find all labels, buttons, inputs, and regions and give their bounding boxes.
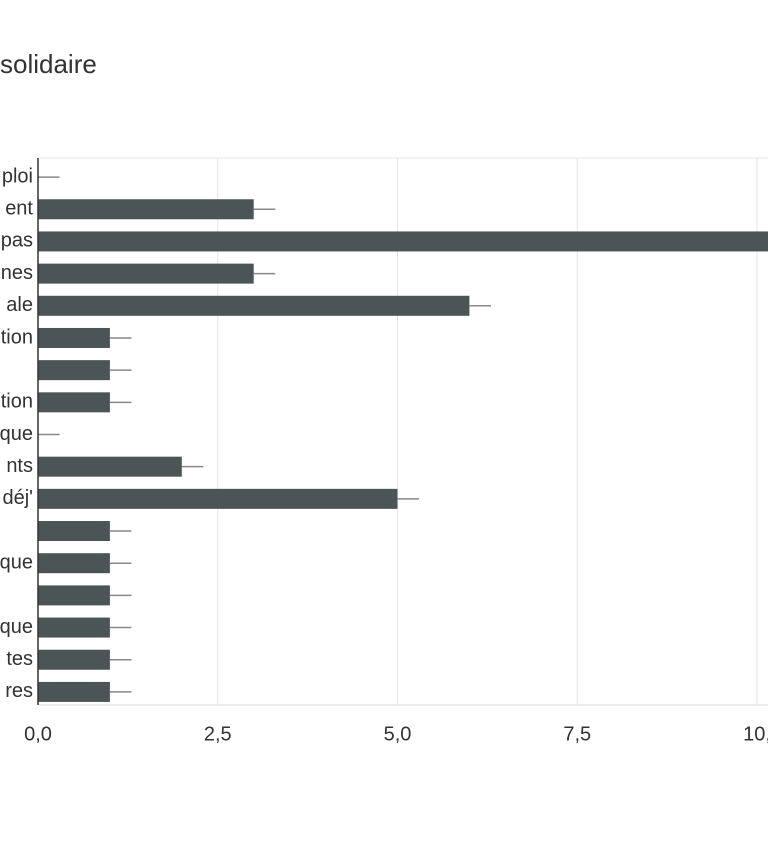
- y-tick-label: tion: [1, 391, 33, 413]
- x-tick-label: 5,0: [384, 723, 412, 745]
- y-tick-label: que: [0, 551, 33, 573]
- bar: [38, 360, 110, 381]
- bar: [38, 392, 110, 413]
- y-tick-label: nts: [6, 455, 33, 477]
- x-tick-label: 0,0: [24, 723, 52, 745]
- x-tick-label: 2,5: [204, 723, 232, 745]
- y-tick-label: ploi: [2, 165, 33, 187]
- bar: [38, 585, 110, 606]
- y-tick-label: que: [0, 616, 33, 638]
- bar: [38, 456, 182, 477]
- y-tick-label: nes: [1, 262, 33, 284]
- bar: [38, 681, 110, 702]
- bar: [38, 553, 110, 574]
- bar: [38, 617, 110, 638]
- chart-title: solidaire: [0, 49, 97, 79]
- x-tick-label: 10,: [743, 723, 768, 745]
- bar: [38, 263, 254, 284]
- y-tick-label: ent: [5, 198, 33, 220]
- bar: [38, 521, 110, 542]
- bar: [38, 199, 254, 220]
- bar: [38, 295, 470, 316]
- bar: [38, 649, 110, 670]
- y-tick-label: que: [0, 423, 33, 445]
- bar: [38, 327, 110, 348]
- y-tick-label: pas: [1, 230, 33, 252]
- y-tick-label: ale: [6, 294, 33, 316]
- bar: [38, 488, 398, 509]
- y-tick-label: tes: [6, 648, 33, 670]
- bar: [38, 231, 768, 252]
- x-tick-label: 7,5: [563, 723, 591, 745]
- y-tick-label: déj': [2, 487, 33, 509]
- y-tick-label: res: [5, 680, 33, 702]
- y-tick-label: tion: [1, 326, 33, 348]
